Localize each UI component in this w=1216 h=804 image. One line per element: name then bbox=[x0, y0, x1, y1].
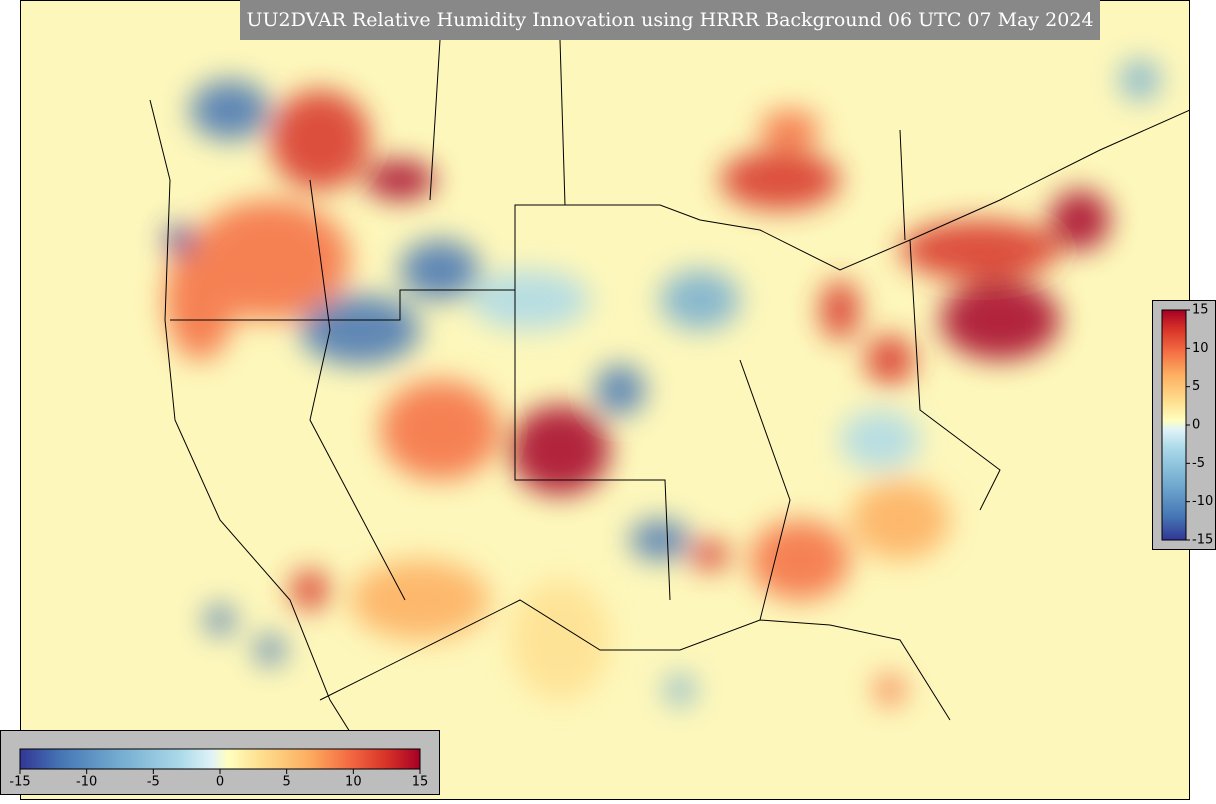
tick-label: 10 bbox=[345, 775, 362, 790]
tick-label: -10 bbox=[76, 775, 97, 790]
tick-label: 0 bbox=[216, 775, 224, 790]
vertical-colorbar: 15 10 5 0 -5 -10 -15 bbox=[1152, 300, 1216, 550]
tick-label: 15 bbox=[1192, 303, 1209, 318]
innovation-field bbox=[20, 0, 1190, 800]
tick-label: 5 bbox=[283, 775, 291, 790]
tick-label: -5 bbox=[1192, 456, 1205, 471]
tick-label: -15 bbox=[1192, 533, 1213, 548]
colorbar bbox=[1161, 309, 1187, 541]
horizontal-colorbar: -15 -10 -5 0 5 10 15 bbox=[0, 730, 440, 795]
tick-label: -5 bbox=[147, 775, 160, 790]
tick-label: 0 bbox=[1192, 418, 1200, 433]
tick-label: -15 bbox=[9, 775, 30, 790]
title-box bbox=[240, 0, 1100, 40]
tick-label: 15 bbox=[412, 775, 429, 790]
tick-label: 5 bbox=[1192, 379, 1200, 394]
tick-label: 10 bbox=[1192, 341, 1209, 356]
map-title: UU2DVAR Relative Humidity Innovation usi… bbox=[246, 9, 1093, 31]
boundaries bbox=[149, 39, 1190, 781]
colorbar bbox=[19, 748, 421, 770]
tick-label: -10 bbox=[1192, 494, 1213, 509]
